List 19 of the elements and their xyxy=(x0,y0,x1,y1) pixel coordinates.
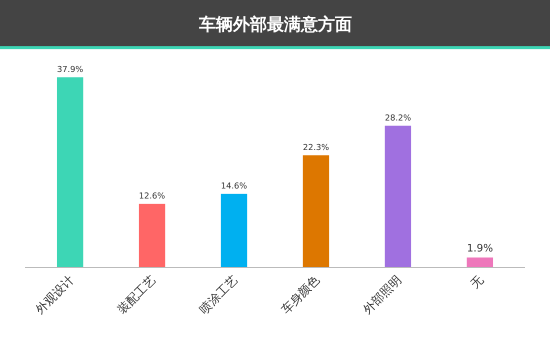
bar xyxy=(220,194,248,267)
bar xyxy=(56,77,84,267)
data-label: 12.6% xyxy=(138,190,166,201)
bar xyxy=(302,155,330,267)
x-tick-label: 外观设计 xyxy=(32,272,76,317)
chart-title: 车辆外部最满意方面 xyxy=(198,15,352,35)
data-label: 37.9% xyxy=(56,64,84,74)
data-label: 22.3% xyxy=(302,142,330,152)
x-tick-label: 喷涂工艺 xyxy=(196,272,240,317)
x-tick-label: 外部照明 xyxy=(360,272,404,317)
x-tick-label: 无 xyxy=(468,272,486,292)
bar xyxy=(138,204,166,267)
bar xyxy=(466,257,494,267)
data-label: 1.9% xyxy=(466,242,494,255)
data-label: 14.6% xyxy=(220,180,248,191)
bar xyxy=(384,126,412,267)
x-tick-label: 装配工艺 xyxy=(114,272,158,317)
data-label: 28.2% xyxy=(384,112,412,123)
x-tick-label: 车身颜色 xyxy=(278,272,322,317)
